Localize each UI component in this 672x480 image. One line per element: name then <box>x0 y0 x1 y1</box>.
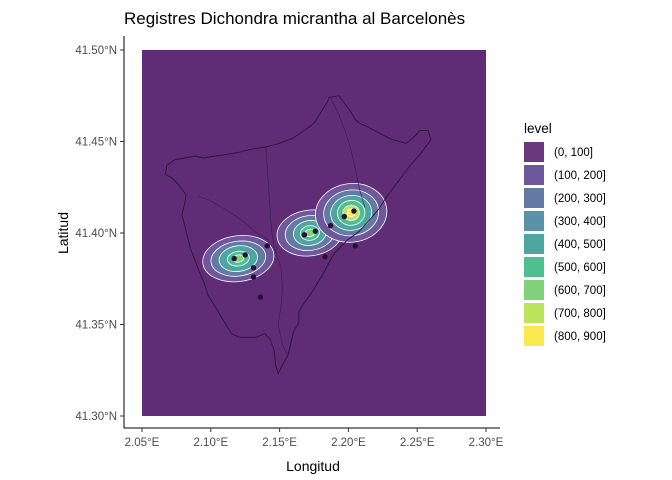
legend-swatch <box>524 257 544 277</box>
legend-swatch <box>524 326 544 346</box>
record-point <box>242 252 248 258</box>
legend-label: (200, 300] <box>554 193 606 205</box>
municipal-border-3 <box>273 247 289 356</box>
plot-area <box>142 50 486 416</box>
legend-swatch <box>524 234 544 254</box>
axes: 2.05°E 2.10°E 2.15°E 2.20°E 2.25°E 2.30°E 41.3… <box>75 36 504 449</box>
record-point <box>312 228 319 234</box>
x-tick-label: 2.20°E <box>331 437 366 449</box>
x-tick-label: 2.10°E <box>193 437 228 449</box>
legend-label: (400, 500] <box>554 239 606 251</box>
legend-label: (300, 400] <box>554 216 606 228</box>
y-tick-label: 41.40°N <box>75 228 117 240</box>
record-point <box>257 294 264 300</box>
record-point <box>327 222 334 229</box>
legend-label: (700, 800] <box>554 308 606 320</box>
y-tick-label: 41.30°N <box>75 411 117 423</box>
legend-label: (0, 100] <box>554 147 593 159</box>
x-tick-label: 2.05°E <box>125 437 160 449</box>
municipal-border-4 <box>198 196 269 241</box>
municipal-border-1 <box>265 146 275 248</box>
record-point <box>264 243 270 249</box>
y-tick-label: 41.50°N <box>75 45 117 57</box>
record-point <box>322 254 328 260</box>
x-tick-label: 2.15°E <box>262 437 297 449</box>
legend-swatch <box>524 303 544 323</box>
chart-title: Registres Dichondra micrantha al Barcelo… <box>124 9 465 28</box>
legend-swatch <box>524 211 544 231</box>
x-tick-label: 2.25°E <box>400 437 435 449</box>
record-point <box>351 208 357 214</box>
record-point <box>352 243 358 249</box>
legend-swatch <box>524 188 544 208</box>
legend-label: (600, 700] <box>554 285 606 297</box>
y-tick-label: 41.35°N <box>75 320 117 332</box>
record-point <box>250 274 257 280</box>
record-point <box>341 213 347 220</box>
legend-label: (100, 200] <box>554 170 606 182</box>
record-point <box>231 255 237 262</box>
x-axis-title: Longitud <box>286 458 340 474</box>
legend: level (0, 100] (100, 200] (200, 300] (300, … <box>524 121 606 346</box>
y-axis-title: Latitud <box>55 212 71 254</box>
barcelones-boundary <box>164 95 432 375</box>
legend-label: (500, 600] <box>554 262 606 274</box>
legend-swatch <box>524 165 544 185</box>
x-tick-label: 2.30°E <box>469 437 504 449</box>
legend-title: level <box>524 121 552 136</box>
municipal-border-2 <box>330 97 366 208</box>
y-tick-label: 41.45°N <box>75 137 117 149</box>
legend-swatch <box>524 142 544 162</box>
record-point <box>250 265 257 271</box>
record-point <box>301 232 308 238</box>
legend-label: (800, 900] <box>554 331 606 343</box>
legend-swatch <box>524 280 544 300</box>
